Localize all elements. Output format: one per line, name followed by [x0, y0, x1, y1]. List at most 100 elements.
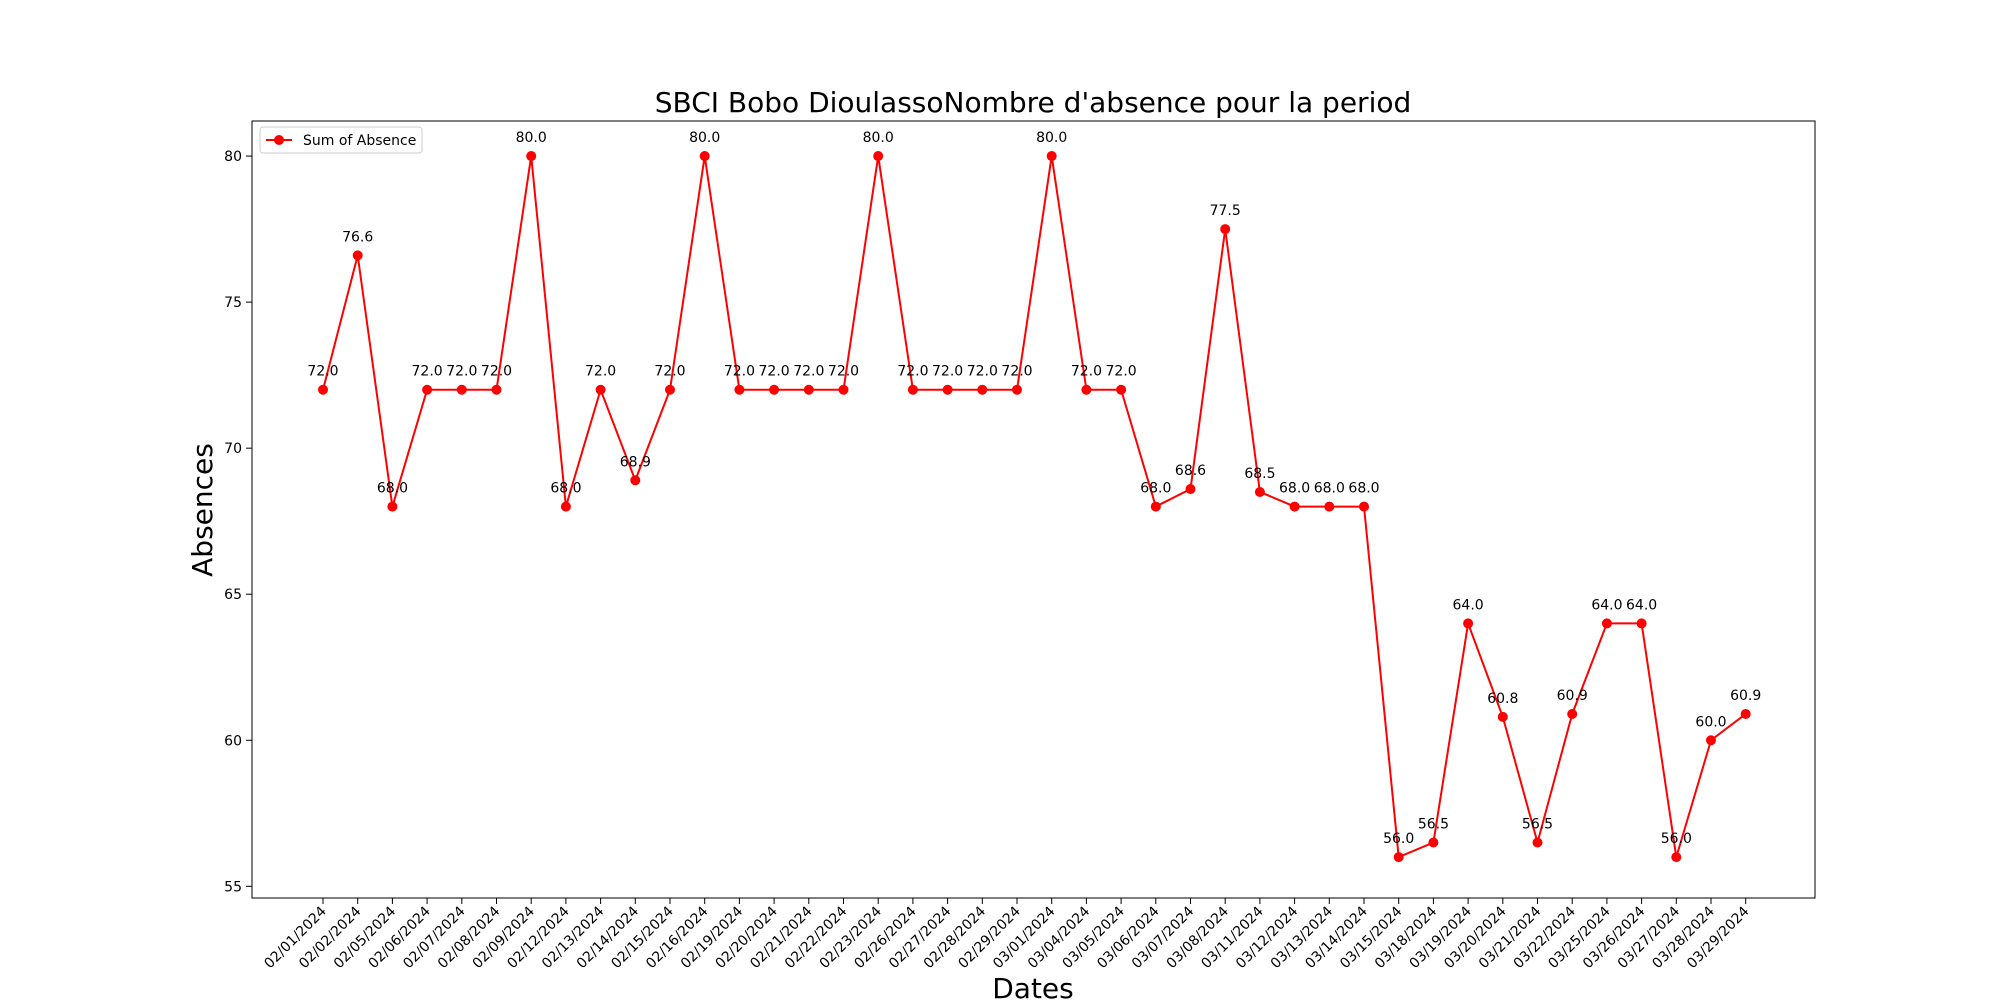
data-label: 56.5: [1522, 817, 1553, 833]
data-label: 80.0: [689, 130, 720, 146]
data-label: 72.0: [1071, 364, 1102, 380]
chart-title: SBCI Bobo DioulassoNombre d'absence pour…: [655, 86, 1412, 119]
data-point: [699, 151, 710, 162]
plot-area: [251, 120, 1816, 899]
data-point: [1532, 837, 1543, 848]
data-point: [387, 501, 398, 512]
data-point: [803, 384, 814, 395]
data-point: [873, 151, 884, 162]
data-label: 72.0: [585, 364, 616, 380]
data-point: [1012, 384, 1022, 395]
data-label: 72.0: [793, 364, 824, 380]
data-label: 72.0: [446, 364, 477, 380]
data-label: 68.0: [377, 481, 408, 497]
data-point: [560, 501, 571, 512]
data-point: [1359, 501, 1369, 512]
y-tick-label: 65: [224, 587, 242, 603]
data-point: [838, 384, 849, 395]
data-point: [1428, 837, 1439, 848]
data-label: 60.9: [1730, 688, 1761, 704]
data-point: [1081, 384, 1092, 395]
data-point: [1601, 618, 1612, 629]
data-label: 64.0: [1591, 597, 1622, 613]
data-label: 68.6: [1175, 463, 1206, 479]
y-axis: 55 60 65 70 75 80: [224, 149, 252, 895]
data-point: [1046, 151, 1057, 162]
data-point: [1324, 501, 1335, 512]
data-label: 64.0: [1626, 597, 1657, 613]
data-label: 72.0: [307, 364, 338, 380]
data-label: 68.0: [1140, 481, 1171, 497]
data-point: [1254, 486, 1265, 497]
series-layer: 72.076.668.072.0 72.0 72.080.068.072.068.9…: [307, 130, 1761, 863]
data-label: 68.5: [1244, 466, 1275, 482]
data-label: 72.0: [1106, 364, 1137, 380]
data-label: 64.0: [1453, 597, 1484, 613]
data-point: [1463, 618, 1474, 629]
data-label: 60.9: [1557, 688, 1588, 704]
data-point: [942, 384, 953, 395]
data-point: [665, 384, 675, 395]
data-point: [1636, 618, 1647, 629]
y-tick-label: 55: [224, 879, 242, 895]
data-point: [1220, 224, 1231, 235]
data-point: [630, 475, 641, 486]
x-axis: 02/01/202402/02/202402/05/202402/06/2024…: [261, 898, 1753, 972]
legend-marker: [274, 135, 284, 145]
data-point: [1116, 384, 1127, 395]
data-point: [769, 384, 780, 395]
data-point: [1740, 708, 1751, 719]
data-label: 72.0: [1001, 364, 1032, 380]
data-point: [422, 384, 433, 395]
legend-label: Sum of Absence: [303, 133, 416, 149]
data-point: [734, 384, 745, 395]
data-label: 72.0: [481, 364, 512, 380]
data-label: 80.0: [863, 130, 894, 146]
data-label: 68.0: [1279, 481, 1310, 497]
data-point: [491, 384, 502, 395]
data-label: 56.5: [1418, 817, 1449, 833]
data-point: [1150, 501, 1161, 512]
x-axis-label: Dates: [992, 972, 1074, 1000]
data-point: [1185, 484, 1196, 495]
data-label: 68.9: [620, 454, 651, 470]
data-label: 72.0: [759, 364, 790, 380]
data-point: [526, 151, 537, 162]
data-point: [595, 384, 606, 395]
data-label: 68.0: [1348, 481, 1379, 497]
data-label: 72.0: [932, 364, 963, 380]
data-point: [1497, 711, 1508, 722]
data-point: [907, 384, 918, 395]
data-label: 56.0: [1383, 831, 1414, 847]
data-label: 60.8: [1487, 691, 1518, 707]
legend-box: [259, 126, 423, 154]
data-point: [318, 384, 328, 395]
data-label: 72.0: [897, 364, 928, 380]
data-label: 72.0: [967, 364, 998, 380]
data-point: [1393, 852, 1404, 863]
data-label: 60.0: [1695, 714, 1726, 730]
data-point: [977, 384, 988, 395]
data-point: [1567, 708, 1578, 719]
data-point: [456, 384, 467, 395]
series-line: [322, 155, 1747, 859]
legend: Sum of Absence: [259, 126, 423, 154]
data-label: 68.0: [1314, 481, 1345, 497]
data-label: 72.0: [828, 364, 859, 380]
data-label: 72.0: [412, 364, 443, 380]
y-axis-label: Absences: [186, 443, 219, 577]
data-label: 80.0: [1036, 130, 1067, 146]
data-label: 80.0: [516, 130, 547, 146]
data-point: [1289, 501, 1300, 512]
y-tick-label: 80: [224, 149, 242, 165]
data-point: [1671, 852, 1682, 863]
y-tick-label: 75: [224, 295, 242, 311]
data-label: 68.0: [550, 481, 581, 497]
data-point: [1706, 735, 1716, 746]
data-label: 76.6: [342, 229, 373, 245]
data-label: 56.0: [1661, 831, 1692, 847]
y-tick-label: 70: [224, 441, 242, 457]
y-tick-label: 60: [224, 733, 242, 749]
data-label: 72.0: [724, 364, 755, 380]
